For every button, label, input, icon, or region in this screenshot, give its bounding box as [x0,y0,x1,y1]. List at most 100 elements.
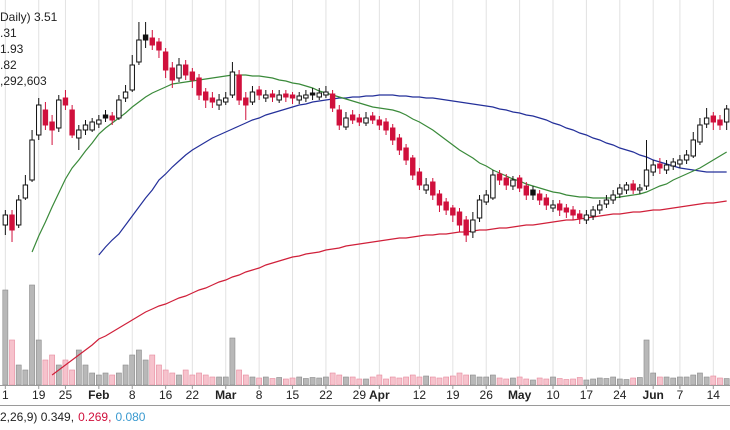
volume-bar [556,378,563,386]
volume-bar [236,369,242,386]
candle-body [703,117,710,125]
volume-bar [710,375,717,386]
candle-body [496,173,503,181]
volume-bar [269,378,276,386]
candle-body [369,115,376,121]
volume-bar [35,339,42,386]
candle-body [717,119,723,126]
candle-body [263,94,269,99]
volume-bar [323,376,329,386]
moving-average-line [98,94,727,256]
volume-bar [483,376,490,386]
candle-body [403,147,409,161]
volume-bar [369,376,376,386]
x-tick-label: 7 [677,388,684,402]
candle-body [203,91,209,101]
volume-bar [96,374,102,386]
volume-bar [503,378,510,386]
candle-body [236,74,242,101]
volume-bar [470,374,476,386]
volume-bar [636,377,643,386]
candle-body [416,171,423,186]
volume-bar [82,364,89,386]
candle-body [410,157,416,176]
volume-bar [603,378,610,386]
candle-body [42,109,49,126]
x-tick-label: 15 [286,388,300,402]
volume-bar [583,379,590,386]
volume-bar [383,378,389,386]
legend-entry: .82 [0,58,17,72]
candle-body [329,93,336,109]
candle-body [89,121,95,131]
macd-legend: 2,26,9) 0.349, 0.269, 0.080 [0,410,146,424]
candle-body [229,71,236,96]
candle-body [530,189,536,196]
candle-body [663,164,670,171]
volume-bar [449,375,456,386]
volume-bar [109,374,116,386]
volume-bar [530,379,536,386]
candle-body [443,201,449,211]
volume-bar [129,354,136,386]
volume-bar [663,376,670,386]
volume-bar [202,374,209,386]
candle-body [637,187,643,191]
x-tick-label: May [508,388,532,402]
volume-bar [49,354,55,386]
candle-body [182,64,189,76]
x-tick-label: Feb [88,388,109,402]
x-tick-label: 25 [59,388,73,402]
volume-bar [616,378,623,386]
macd-value: 0.080 [115,410,145,424]
candle-body [396,137,403,151]
candle-body [129,64,135,91]
candle-body [142,34,149,41]
volume-bar [182,369,189,386]
candle-body [169,67,176,81]
candle-body [96,119,102,125]
candle-body [189,71,196,81]
volume-bar [329,372,336,386]
x-tick-label: 12 [413,388,427,402]
volume-bar [343,376,349,386]
volume-bar [630,377,636,386]
volume-bar [670,377,677,386]
volume-bar [242,374,249,386]
candle-body [523,185,529,196]
x-tick-label: Mar [215,388,237,402]
candle-body [670,161,676,167]
x-tick-label: 19 [32,388,46,402]
volume-bar [717,377,723,386]
candle-body [657,163,663,169]
volume-bar [550,376,556,386]
volume-bar [416,376,423,386]
candle-body [196,77,202,96]
volume-bar [229,337,236,386]
candle-body [556,203,563,211]
x-tick-label: Jun [643,388,664,402]
volume-bar [256,377,262,386]
x-tick-label: 24 [613,388,627,402]
candle-body [15,199,22,226]
candle-body [590,209,596,217]
moving-average-line [51,200,727,376]
volume-bar [249,376,256,386]
candle-body [677,159,683,165]
candle-body [463,219,469,236]
candle-body [216,99,222,106]
candle-body [62,97,69,106]
volume-bar [2,289,9,386]
x-tick-label: 14 [707,388,721,402]
volume-bar [396,377,403,386]
volume-bar [356,378,363,386]
x-tick-label: 10 [546,388,560,402]
candle-body [423,184,429,191]
candle-body [450,207,456,216]
macd-value: 0.269, [78,410,111,424]
candle-body [597,204,603,211]
volume-bar [596,377,603,386]
